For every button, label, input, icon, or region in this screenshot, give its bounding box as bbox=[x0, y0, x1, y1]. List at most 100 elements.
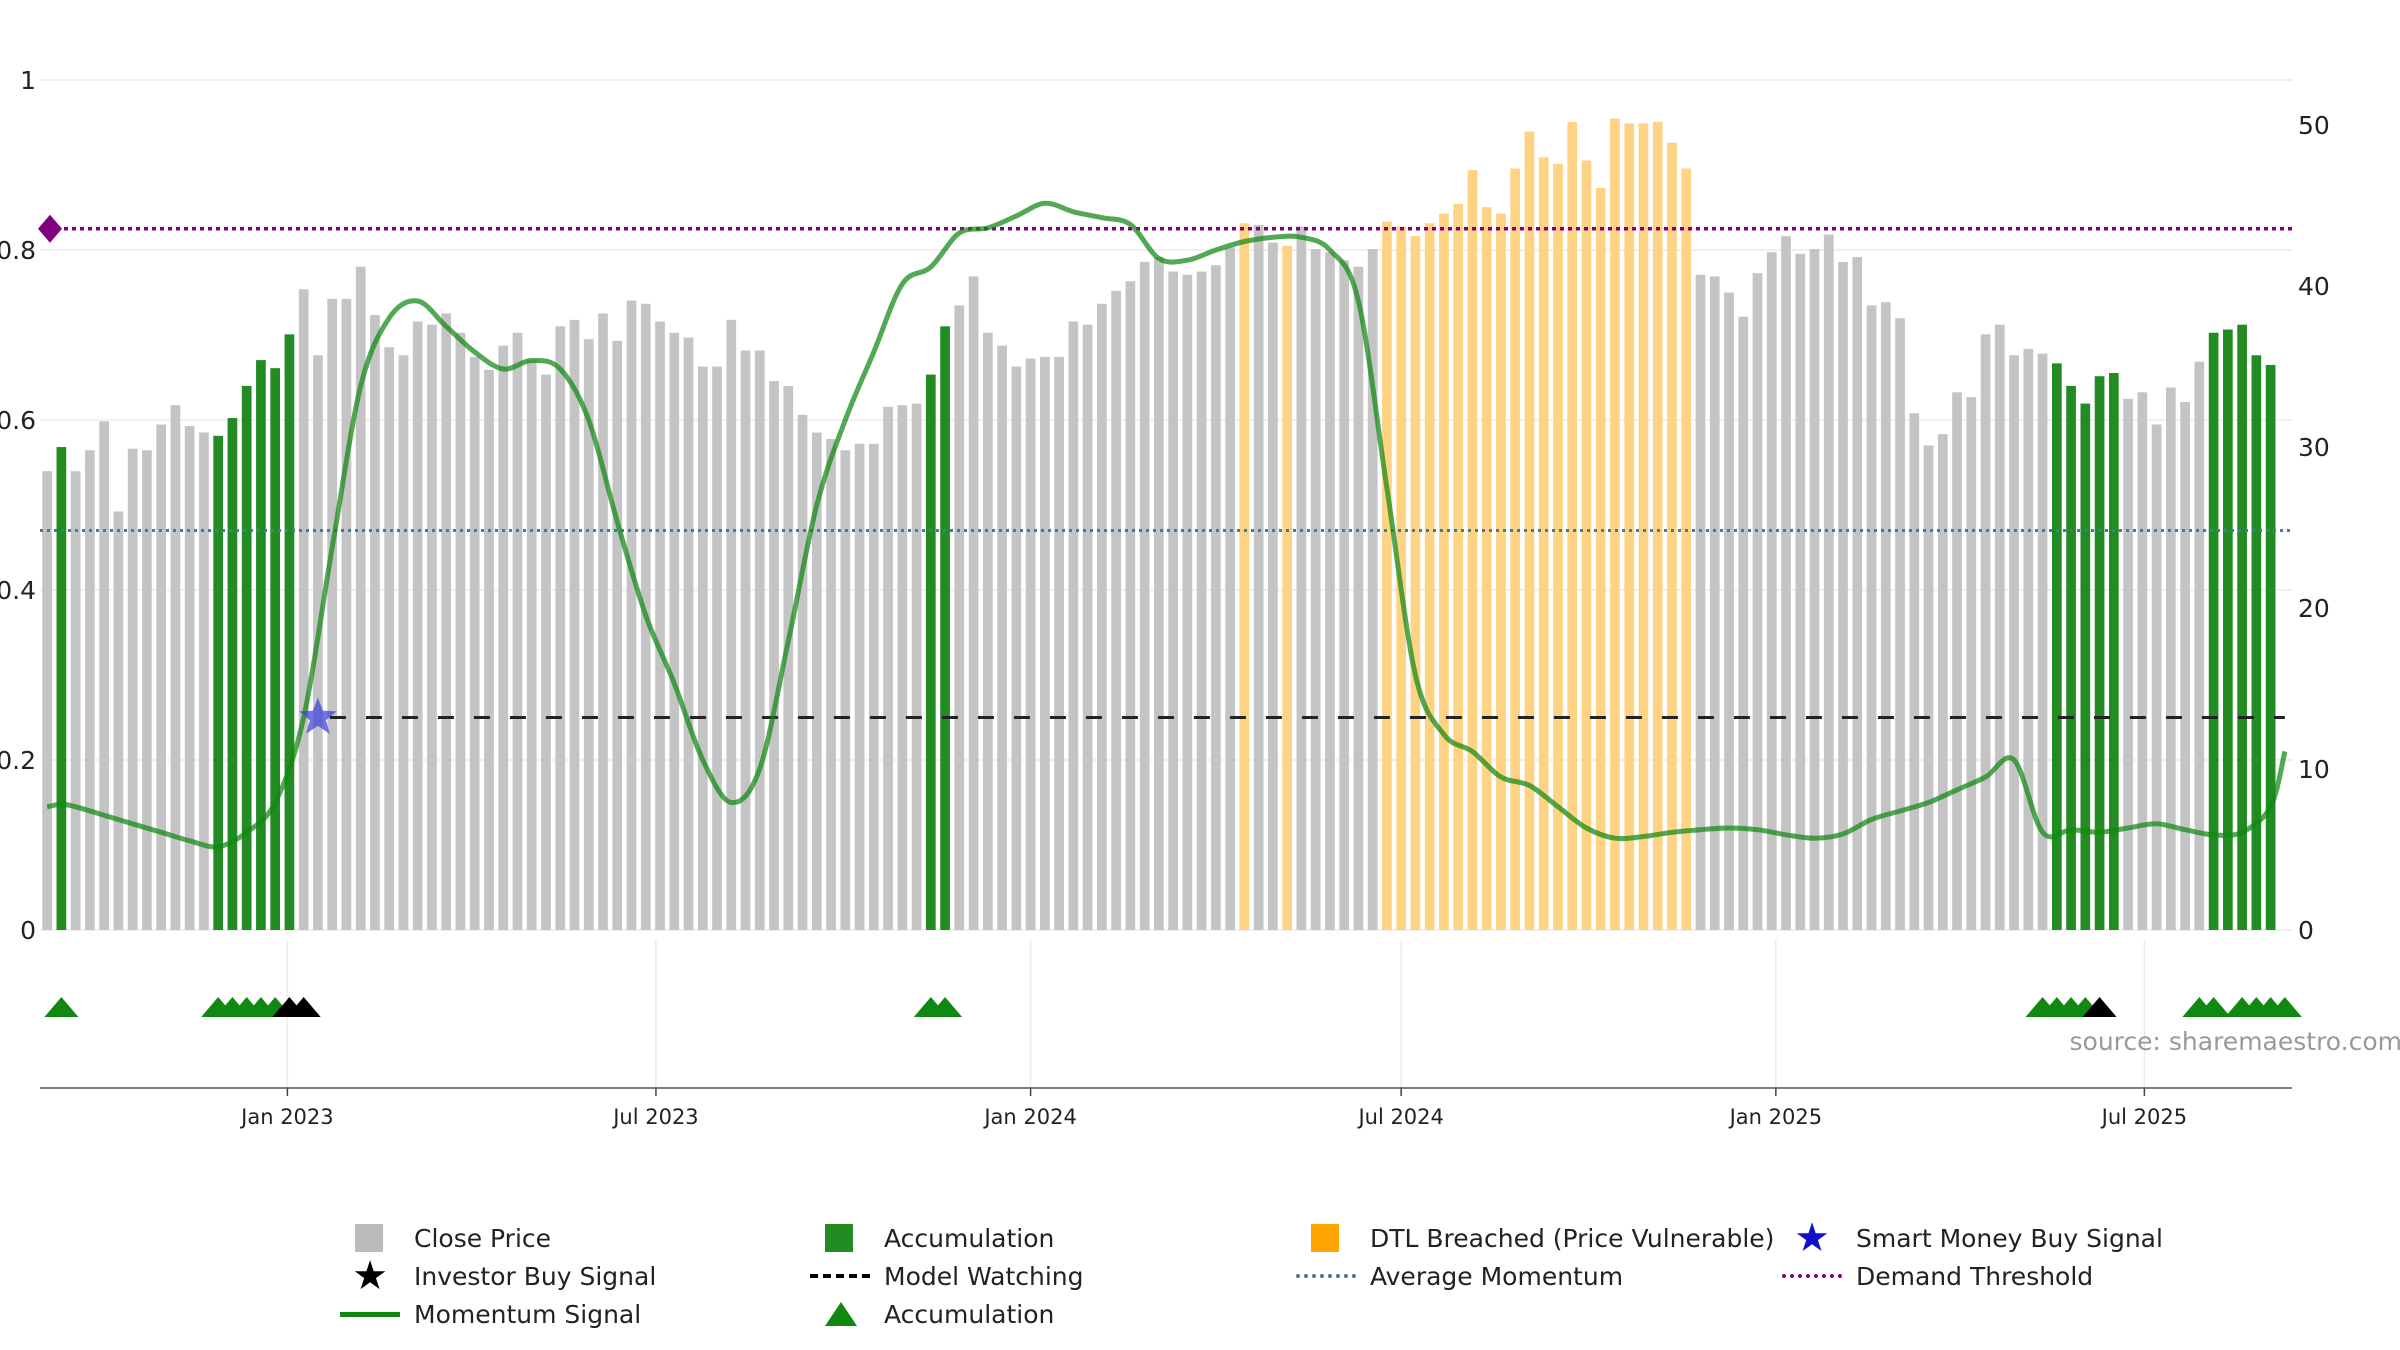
bar-close-price bbox=[826, 438, 836, 930]
demand-threshold-marker bbox=[38, 214, 62, 243]
bar-close-price bbox=[811, 432, 822, 930]
bar-close-price bbox=[1952, 392, 1962, 930]
bar-accumulation bbox=[270, 368, 281, 931]
bar-close-price bbox=[712, 366, 722, 930]
bar-dtl-breached bbox=[1595, 187, 1606, 930]
investor-buy-marker bbox=[286, 997, 321, 1017]
bar-dtl-breached bbox=[1282, 245, 1292, 930]
bar-close-price bbox=[697, 366, 708, 930]
bar-close-price bbox=[2151, 424, 2162, 930]
x-tick-label: Jul 2025 bbox=[2100, 1105, 2187, 1129]
bar-close-price bbox=[1367, 249, 1378, 931]
bar-close-price bbox=[726, 319, 737, 930]
bar-accumulation bbox=[2237, 324, 2247, 930]
legend-item-investor: ★ Investor Buy Signal bbox=[340, 1254, 657, 1298]
bar-close-price bbox=[1268, 242, 1278, 930]
bar-dtl-breached bbox=[1681, 168, 1692, 930]
bar-close-price bbox=[769, 381, 779, 931]
bar-close-price bbox=[1082, 324, 1093, 930]
bar-close-price bbox=[1139, 261, 1150, 931]
bar-close-price bbox=[199, 432, 209, 930]
bars-layer bbox=[42, 118, 2276, 931]
bar-close-price bbox=[1966, 397, 1977, 930]
bar-close-price bbox=[1909, 413, 1920, 930]
bar-close-price bbox=[655, 321, 665, 930]
bar-close-price bbox=[598, 313, 608, 930]
bar-dtl-breached bbox=[1652, 121, 1663, 930]
bar-close-price bbox=[2037, 353, 2048, 930]
legend-label: Close Price bbox=[414, 1223, 552, 1253]
bar-close-price bbox=[1923, 445, 1934, 930]
bar-close-price bbox=[1310, 249, 1321, 931]
legend-label: Average Momentum bbox=[1370, 1261, 1624, 1291]
bar-dtl-breached bbox=[1424, 223, 1435, 931]
bar-close-price bbox=[612, 340, 623, 931]
bar-close-price bbox=[1880, 302, 1891, 931]
bar-accumulation bbox=[2108, 372, 2119, 930]
bar-close-price bbox=[341, 298, 352, 930]
bar-close-price bbox=[2137, 392, 2148, 930]
bar-close-price bbox=[298, 289, 309, 931]
bar-close-price bbox=[1325, 252, 1335, 930]
bar-close-price bbox=[1866, 305, 1877, 930]
bar-close-price bbox=[2123, 398, 2133, 930]
bar-close-price bbox=[99, 421, 109, 930]
bar-close-price bbox=[2194, 361, 2205, 930]
bar-close-price bbox=[968, 276, 979, 931]
bar-close-price bbox=[854, 443, 865, 930]
bar-close-price bbox=[754, 350, 765, 930]
bar-close-price bbox=[797, 414, 808, 930]
legend-label: Model Watching bbox=[884, 1261, 1084, 1291]
bar-close-price bbox=[583, 339, 594, 930]
bar-close-price bbox=[1695, 274, 1706, 931]
bar-accumulation bbox=[2251, 355, 2262, 931]
bar-close-price bbox=[555, 326, 566, 930]
bar-accumulation bbox=[2208, 332, 2219, 930]
bar-close-price bbox=[982, 332, 993, 930]
bar-close-price bbox=[911, 403, 922, 930]
legend-item-smart-money: ★ Smart Money Buy Signal bbox=[1782, 1215, 2163, 1261]
bar-close-price bbox=[1809, 249, 1820, 931]
bar-close-price bbox=[1225, 247, 1235, 930]
bar-close-price bbox=[1154, 257, 1164, 930]
bar-dtl-breached bbox=[1496, 213, 1506, 930]
bar-dtl-breached bbox=[1538, 157, 1549, 931]
bar-close-price bbox=[441, 313, 452, 930]
accumulation-marker bbox=[44, 997, 79, 1017]
bar-close-price bbox=[1196, 271, 1207, 930]
bar-close-price bbox=[1937, 434, 1948, 930]
bar-close-price bbox=[1125, 281, 1136, 930]
bar-close-price bbox=[427, 324, 437, 930]
legend-swatch-triangle bbox=[810, 1296, 870, 1332]
bar-accumulation bbox=[2066, 385, 2076, 930]
bar-close-price bbox=[1709, 276, 1720, 931]
legend-item-dtl: DTL Breached (Price Vulnerable) bbox=[1296, 1220, 1774, 1256]
bar-close-price bbox=[541, 374, 551, 930]
legend-label: Investor Buy Signal bbox=[414, 1261, 657, 1291]
right-tick-label: 0 bbox=[2298, 916, 2314, 945]
legend-item-momentum: Momentum Signal bbox=[340, 1296, 641, 1332]
bar-close-price bbox=[85, 450, 95, 930]
legend-item-close-price: Close Price bbox=[340, 1220, 551, 1256]
x-tick-label: Jan 2023 bbox=[239, 1105, 334, 1129]
bar-close-price bbox=[1025, 358, 1036, 930]
bar-dtl-breached bbox=[1638, 123, 1649, 930]
bar-accumulation bbox=[56, 447, 67, 930]
source-text: source: sharemaestro.com bbox=[2070, 1027, 2400, 1056]
legend-item-watching: Model Watching bbox=[810, 1258, 1084, 1294]
legend-swatch-dot bbox=[1782, 1258, 1842, 1294]
bar-dtl-breached bbox=[1467, 170, 1478, 931]
legend-item-accumulation-marker: Accumulation bbox=[810, 1296, 1054, 1332]
momentum-signal-line bbox=[46, 200, 2288, 850]
bar-close-price bbox=[1068, 321, 1079, 930]
bar-close-price bbox=[883, 406, 893, 930]
bar-close-price bbox=[1111, 290, 1121, 930]
legend-label: Smart Money Buy Signal bbox=[1856, 1223, 2163, 1253]
bar-close-price bbox=[1054, 356, 1064, 931]
bar-close-price bbox=[1724, 292, 1734, 930]
accumulation-marker bbox=[2196, 997, 2231, 1017]
legend-swatch-star-icon: ★ bbox=[1794, 1215, 1830, 1261]
left-tick-label: 0.8 bbox=[0, 236, 36, 265]
right-tick-label: 20 bbox=[2298, 594, 2330, 623]
